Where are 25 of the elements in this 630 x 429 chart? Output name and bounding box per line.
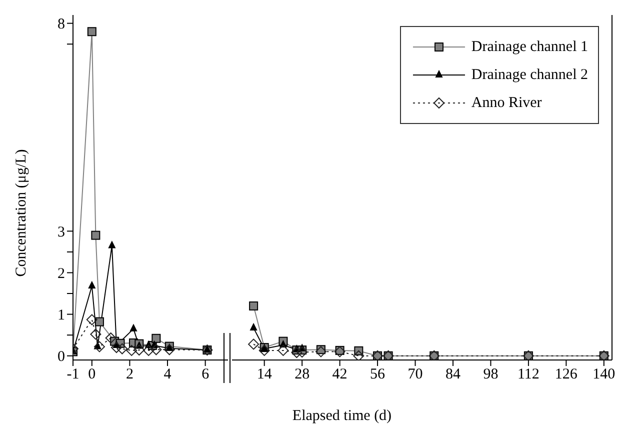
- x-tick-label: 84: [445, 366, 461, 383]
- x-tick-label: 2: [126, 366, 134, 383]
- y-tick-label: 0: [58, 349, 65, 366]
- legend-label: Drainage channel 1: [471, 38, 588, 56]
- y-tick-label: 1: [58, 308, 65, 324]
- y-tick-label: 8: [58, 16, 65, 33]
- x-tick-label: 126: [554, 366, 578, 383]
- x-tick-label: 42: [332, 366, 348, 383]
- x-tick-label: 6: [202, 366, 210, 383]
- legend-label: Drainage channel 2: [471, 66, 588, 84]
- x-tick-label: 14: [256, 366, 272, 383]
- y-axis-title: Concentration (μg/L): [14, 149, 30, 277]
- x-axis-title: Elapsed time (d): [291, 408, 393, 425]
- x-tick-label: 0: [88, 366, 96, 383]
- x-tick-label: 28: [294, 366, 310, 383]
- legend-label: Anno River: [471, 94, 542, 112]
- x-tick-label: 112: [517, 366, 540, 383]
- x-tick-label: 4: [164, 366, 172, 383]
- x-tick-label: 70: [408, 366, 423, 383]
- x-tick-label: 140: [592, 366, 616, 383]
- x-tick-label: 98: [483, 366, 498, 383]
- y-tick-label: 3: [58, 224, 65, 240]
- x-tick-label: -1: [66, 366, 80, 383]
- x-tick-label: 56: [370, 366, 386, 383]
- y-tick-label: 2: [58, 266, 65, 282]
